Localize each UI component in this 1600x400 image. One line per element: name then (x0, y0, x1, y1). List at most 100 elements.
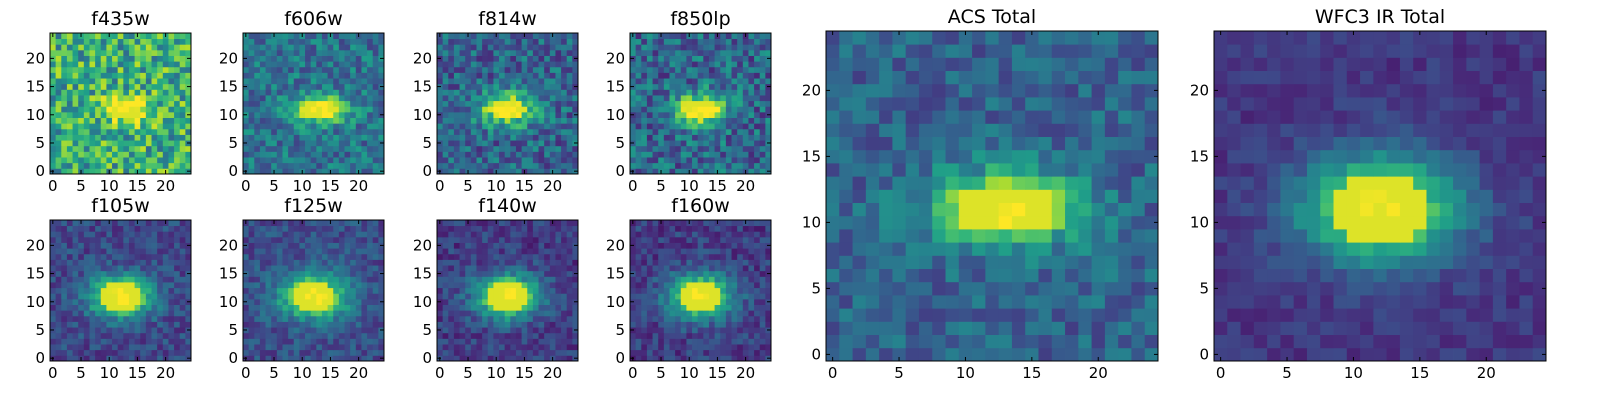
heatmap-cell (646, 298, 653, 305)
heatmap-cell (658, 276, 665, 283)
heatmap-cell (663, 282, 670, 289)
heatmap-cell (482, 265, 489, 272)
heatmap-cell (157, 162, 164, 169)
heatmap-cell (521, 117, 528, 124)
heatmap-cell (106, 242, 113, 249)
heatmap-cell (572, 157, 579, 164)
heatmap-cell (100, 140, 107, 147)
heatmap-cell (145, 78, 152, 85)
heatmap-cell (470, 321, 477, 328)
heatmap-cell (765, 134, 772, 141)
heatmap-cell (140, 128, 147, 135)
heatmap-cell (293, 315, 300, 322)
heatmap-cell (168, 321, 175, 328)
heatmap-cell (482, 55, 489, 62)
heatmap-cell (321, 145, 328, 152)
heatmap-cell (754, 100, 761, 107)
heatmap-cell (288, 248, 295, 255)
heatmap-cell (305, 117, 312, 124)
heatmap-cell (327, 100, 334, 107)
heatmap-cell (448, 276, 455, 283)
heatmap-cell (652, 72, 659, 79)
heatmap-cell (482, 225, 489, 232)
heatmap-cell (157, 332, 164, 339)
heatmap-cell (646, 95, 653, 102)
heatmap-cell (459, 111, 466, 118)
heatmap-cell (344, 355, 351, 362)
heatmap-cell (316, 33, 323, 40)
heatmap-cell (442, 157, 449, 164)
heatmap-cell (123, 134, 130, 141)
heatmap-cell (66, 321, 73, 328)
heatmap-cell (151, 282, 158, 289)
heatmap-cell (544, 33, 551, 40)
heatmap-cell (538, 128, 545, 135)
heatmap-cell (658, 95, 665, 102)
heatmap-cell (487, 259, 494, 266)
heatmap-cell (83, 106, 90, 113)
heatmap-cell (174, 270, 181, 277)
heatmap-cell (442, 78, 449, 85)
heatmap-cell (714, 282, 721, 289)
heatmap-cell (703, 128, 710, 135)
heatmap-cell (532, 298, 539, 305)
heatmap-cell (265, 293, 272, 300)
heatmap-cell (338, 344, 345, 351)
heatmap-cell (72, 134, 79, 141)
heatmap-cell (652, 117, 659, 124)
heatmap-cell (493, 248, 500, 255)
heatmap-cell (759, 349, 766, 356)
heatmap-cell (265, 265, 272, 272)
heatmap-cell (555, 44, 562, 51)
heatmap-cell (549, 44, 556, 51)
heatmap-cell (372, 168, 379, 175)
heatmap-cell (95, 310, 102, 317)
heatmap-cell (361, 265, 368, 272)
heatmap-cell (338, 168, 345, 175)
heatmap-cell (305, 111, 312, 118)
heatmap-cell (248, 55, 255, 62)
heatmap-cell (55, 355, 62, 362)
heatmap-cell (652, 168, 659, 175)
heatmap-cell (731, 134, 738, 141)
heatmap-cell (333, 298, 340, 305)
heatmap-cell (316, 106, 323, 113)
heatmap-cell (293, 287, 300, 294)
heatmap-cell (338, 287, 345, 294)
heatmap-cell (499, 265, 506, 272)
heatmap-cell (61, 276, 68, 283)
heatmap-cell (61, 248, 68, 255)
heatmap-cell (725, 327, 732, 334)
heatmap-cell (437, 265, 444, 272)
heatmap-cell (708, 100, 715, 107)
heatmap-cell (145, 338, 152, 345)
heatmap-cell (459, 355, 466, 362)
heatmap-cell (759, 321, 766, 328)
heatmap-cell (641, 134, 648, 141)
heatmap-cell (538, 287, 545, 294)
heatmap-cell (282, 83, 289, 90)
heatmap-cell (174, 293, 181, 300)
heatmap-cell (259, 355, 266, 362)
heatmap-cell (361, 321, 368, 328)
heatmap-cell (327, 123, 334, 130)
heatmap-cell (316, 276, 323, 283)
heatmap-cell (361, 310, 368, 317)
heatmap-cell (259, 38, 266, 45)
heatmap-cell (720, 157, 727, 164)
heatmap-cell (83, 72, 90, 79)
heatmap-cell (61, 253, 68, 260)
heatmap-cell (765, 276, 772, 283)
heatmap-cell (66, 231, 73, 238)
heatmap-cell (465, 344, 472, 351)
heatmap-cell (759, 287, 766, 294)
heatmap-cell (157, 304, 164, 311)
heatmap-cell (168, 332, 175, 339)
heatmap-cell (243, 66, 250, 73)
heatmap-cell (168, 265, 175, 272)
heatmap-cell (538, 162, 545, 169)
heatmap-cell (549, 321, 556, 328)
heatmap-cells (437, 33, 579, 175)
heatmap-cell (168, 111, 175, 118)
heatmap-cell (652, 78, 659, 85)
